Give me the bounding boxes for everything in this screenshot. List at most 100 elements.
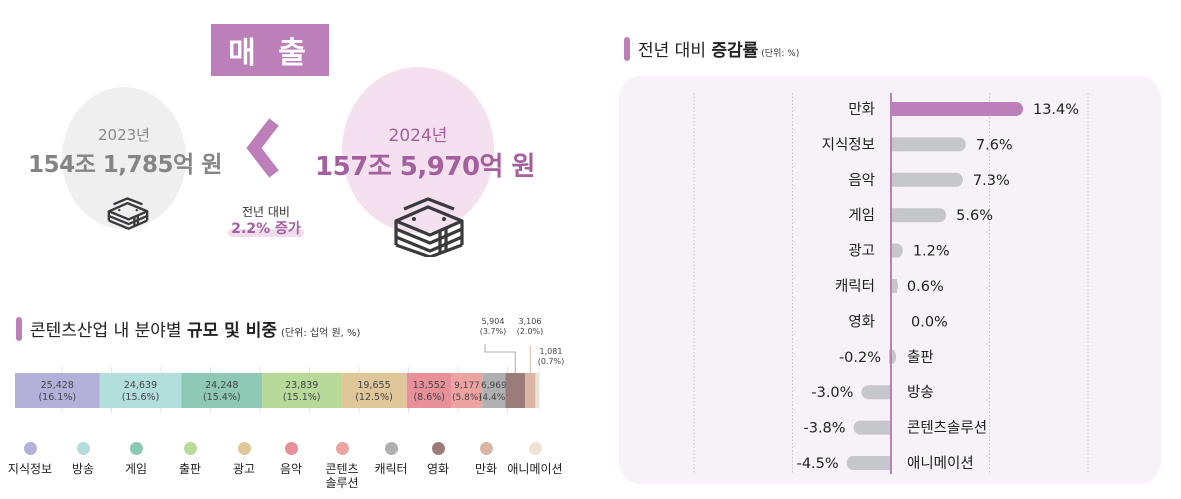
share-section-title: 콘텐츠산업 내 분야별 규모 및 비중 (단위: 십억 원, %) [30,316,360,341]
legend-item: 콘텐츠 솔루션 [312,440,372,490]
segment-share-label: (4.4%) [479,393,509,403]
legend-label: 지식정보 [7,462,53,476]
callout-value-label: 1,081 [540,347,563,356]
legend-swatch [129,442,143,455]
category-label: 만화 [848,101,875,118]
segment-value-label: 6,969 [481,381,507,391]
category-label: 영화 [848,313,875,330]
legend-label: 애니메이션 [507,462,563,476]
legend-label: 게임 [124,462,148,476]
stack-segment-6 [451,373,483,408]
share-title-unit: (단위: 십억 원, %) [281,328,361,339]
growth-bar-base [891,279,897,293]
value-label: 0.6% [907,279,944,295]
segment-value-label: 23,839 [285,380,318,391]
share-legend: 지식정보 방송 게임 출판 광고 음악 콘텐츠 솔루션 캐릭터 영화 만화 애니메이션 [8,440,565,499]
legend-item: 음악 [261,440,321,476]
legend-swatch [528,442,542,455]
share-title-bold: 규모 및 비중 [186,321,278,341]
callout-share-label: (3.7%) [480,327,507,336]
value-label: -0.2% [839,350,881,366]
callout-line [484,344,516,373]
section-marker [624,37,630,61]
category-label: 애니메이션 [907,455,974,472]
growth-rate-chart: 만화 13.4% 지식정보 7.6% 음악 7.3% 게임 5.6% 광고 1.2% 캐릭터 0.6%… [693,93,1089,474]
growth-title-normal: 전년 대비 [638,41,712,61]
segment-value-label: 24,639 [124,380,157,391]
growth-bar [846,456,891,470]
stack-segment-1 [99,373,182,408]
legend-swatch [183,442,197,455]
legend-swatch [479,442,493,455]
growth-bar [891,208,947,223]
value-label: -4.5% [797,456,839,472]
legend-item: 애니메이션 [505,440,565,476]
stack-segment-7 [482,373,506,408]
stack-segment-9 [525,373,536,408]
legend-label: 음악 [279,462,303,476]
stack-segment-3 [262,373,342,408]
segment-value-label: 9,177 [454,381,480,391]
legend-swatch [384,442,398,455]
segment-share-label: (8.6%) [413,392,445,403]
legend-swatch [284,442,298,455]
category-label: 출판 [907,349,934,366]
value-label: 7.3% [973,173,1010,189]
chevron-left-icon [246,118,279,178]
segment-share-label: (12.5%) [355,392,393,403]
value-label: 7.6% [976,137,1013,153]
stack-segment-8 [505,373,526,408]
callout-share-label: (0.7%) [538,357,565,366]
value-label: 0.0% [911,314,948,330]
sales-title-badge: 매 출 [211,24,329,76]
stack-segment-0 [15,373,100,408]
growth-bar-base [891,102,898,116]
segment-share-label: (5.8%) [452,393,482,403]
legend-item: 출판 [160,440,220,476]
growth-bar-base [891,172,898,187]
legend-item: 지식정보 [0,440,60,476]
value-label: 1.2% [913,244,950,260]
category-label: 광고 [848,243,875,260]
legend-label: 출판 [178,462,202,476]
value-label: -3.0% [811,385,853,401]
value-label: 13.4% [1033,102,1079,118]
share-title-normal: 콘텐츠산업 내 분야별 [30,321,187,341]
yoy-highlight [228,229,304,237]
growth-title-bold: 증감률 [711,41,759,61]
growth-bar-base [884,456,891,470]
growth-bar [853,420,891,435]
segment-share-label: (15.4%) [203,392,241,403]
segment-value-label: 19,655 [357,380,390,391]
category-label: 콘텐츠솔루션 [907,420,987,437]
stack-segment-2 [181,373,263,408]
legend-label: 방송 [71,462,95,476]
legend-item: 방송 [53,440,113,476]
growth-title-unit: (단위: %) [761,49,800,59]
yoy-value: 2.2% 증가 [231,221,301,237]
money-stack-icon [394,197,464,257]
legend-label: 만화 [474,462,498,476]
value-label: 5.6% [956,208,993,224]
category-label: 방송 [907,384,934,401]
year-2023-label: 2023년 [98,126,150,144]
growth-section-title: 전년 대비 증감률 (단위: %) [638,36,799,61]
stack-segment-10 [535,373,539,408]
sales-2023-value: 154조 1,785억 원 [28,152,222,178]
section-marker [16,317,22,341]
segment-share-label: (16.1%) [38,392,76,403]
growth-bar [891,172,963,187]
growth-bar-base [891,208,898,223]
value-label: -3.8% [803,421,845,437]
circle-2024 [342,67,494,233]
segment-share-label: (15.6%) [122,392,160,403]
legend-swatch [237,442,251,455]
legend-label: 영화 [426,462,450,476]
segment-value-label: 13,552 [413,380,446,391]
year-2024-label: 2024년 [388,126,448,146]
segment-value-label: 25,428 [41,380,74,391]
segment-share-label: (15.1%) [283,392,321,403]
legend-item: 캐릭터 [361,440,421,476]
stack-segment-4 [341,373,407,408]
legend-swatch [76,442,90,455]
